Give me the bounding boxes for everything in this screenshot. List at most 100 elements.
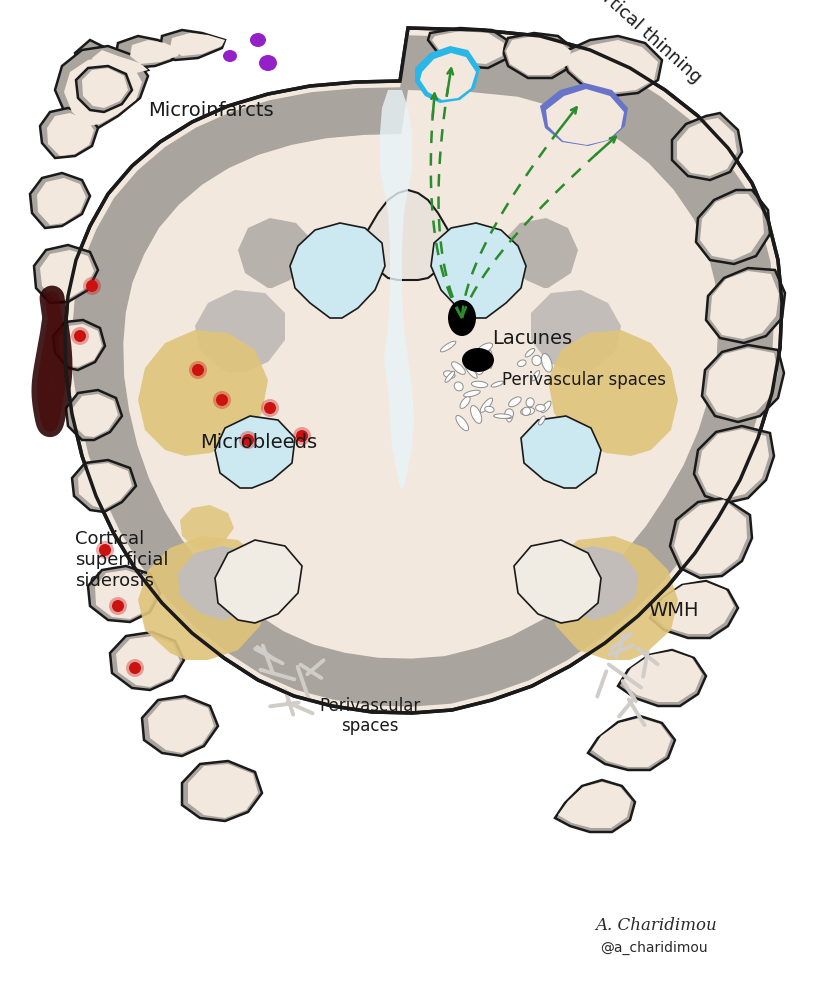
Polygon shape bbox=[88, 566, 160, 622]
Polygon shape bbox=[66, 390, 122, 440]
Polygon shape bbox=[431, 223, 526, 318]
Polygon shape bbox=[358, 190, 458, 280]
Ellipse shape bbox=[250, 33, 266, 47]
Polygon shape bbox=[592, 718, 671, 767]
Circle shape bbox=[99, 544, 111, 556]
Text: A. Charidimou: A. Charidimou bbox=[595, 917, 716, 934]
Text: Cortical thinning: Cortical thinning bbox=[582, 0, 705, 87]
Polygon shape bbox=[555, 780, 635, 832]
Circle shape bbox=[109, 597, 127, 615]
Text: Lacunes: Lacunes bbox=[492, 329, 572, 348]
Ellipse shape bbox=[491, 381, 503, 387]
Ellipse shape bbox=[456, 415, 468, 430]
Polygon shape bbox=[432, 31, 504, 64]
Ellipse shape bbox=[532, 356, 541, 366]
Ellipse shape bbox=[465, 365, 477, 378]
Polygon shape bbox=[503, 33, 575, 78]
Circle shape bbox=[192, 364, 204, 376]
Polygon shape bbox=[514, 540, 601, 623]
Polygon shape bbox=[546, 89, 624, 145]
Polygon shape bbox=[531, 290, 621, 372]
Ellipse shape bbox=[485, 406, 494, 412]
Polygon shape bbox=[72, 35, 774, 707]
Polygon shape bbox=[562, 36, 662, 96]
Polygon shape bbox=[142, 696, 218, 756]
Polygon shape bbox=[40, 250, 94, 300]
Ellipse shape bbox=[494, 414, 512, 418]
Text: Perivascular spaces: Perivascular spaces bbox=[502, 371, 666, 389]
Polygon shape bbox=[188, 764, 258, 818]
Circle shape bbox=[129, 662, 141, 674]
Polygon shape bbox=[72, 394, 118, 437]
Polygon shape bbox=[65, 28, 782, 713]
Text: Cortical
superficial
siderosis: Cortical superficial siderosis bbox=[75, 530, 168, 590]
Circle shape bbox=[264, 402, 276, 414]
Circle shape bbox=[83, 277, 101, 295]
Polygon shape bbox=[95, 570, 156, 619]
Ellipse shape bbox=[463, 390, 481, 397]
Polygon shape bbox=[178, 546, 264, 620]
Polygon shape bbox=[588, 716, 675, 770]
Polygon shape bbox=[565, 40, 658, 93]
Ellipse shape bbox=[477, 343, 493, 354]
Circle shape bbox=[213, 391, 231, 409]
Ellipse shape bbox=[223, 50, 237, 62]
Polygon shape bbox=[694, 426, 774, 503]
Polygon shape bbox=[546, 536, 678, 660]
Text: @a_charidimou: @a_charidimou bbox=[600, 940, 707, 955]
Text: Microinfarcts: Microinfarcts bbox=[148, 101, 273, 120]
Ellipse shape bbox=[441, 341, 456, 352]
Polygon shape bbox=[64, 56, 142, 126]
Ellipse shape bbox=[481, 398, 493, 412]
Circle shape bbox=[242, 434, 254, 446]
Polygon shape bbox=[552, 546, 638, 620]
Polygon shape bbox=[650, 581, 738, 638]
Ellipse shape bbox=[521, 407, 534, 415]
Polygon shape bbox=[710, 271, 779, 339]
Circle shape bbox=[261, 399, 279, 417]
Ellipse shape bbox=[505, 409, 513, 418]
Polygon shape bbox=[698, 429, 769, 499]
Polygon shape bbox=[548, 330, 678, 456]
Polygon shape bbox=[654, 582, 734, 634]
Polygon shape bbox=[674, 500, 747, 574]
Ellipse shape bbox=[259, 55, 277, 71]
Circle shape bbox=[74, 330, 86, 342]
Polygon shape bbox=[115, 36, 180, 68]
Ellipse shape bbox=[444, 371, 455, 378]
Polygon shape bbox=[37, 178, 86, 225]
Ellipse shape bbox=[448, 300, 476, 336]
Ellipse shape bbox=[535, 404, 545, 411]
Polygon shape bbox=[290, 223, 385, 318]
Polygon shape bbox=[677, 118, 737, 176]
Polygon shape bbox=[53, 320, 105, 370]
Polygon shape bbox=[428, 28, 510, 68]
Ellipse shape bbox=[455, 382, 463, 391]
Polygon shape bbox=[540, 83, 628, 146]
Polygon shape bbox=[182, 761, 262, 821]
Polygon shape bbox=[672, 113, 742, 180]
Polygon shape bbox=[415, 46, 480, 103]
Circle shape bbox=[86, 280, 98, 292]
Polygon shape bbox=[170, 33, 225, 56]
Ellipse shape bbox=[445, 371, 455, 382]
Polygon shape bbox=[30, 173, 90, 228]
Circle shape bbox=[239, 431, 257, 449]
Ellipse shape bbox=[462, 348, 494, 372]
Polygon shape bbox=[700, 194, 764, 260]
Polygon shape bbox=[506, 36, 571, 75]
Polygon shape bbox=[123, 90, 718, 658]
Polygon shape bbox=[180, 505, 234, 550]
Polygon shape bbox=[670, 498, 752, 578]
Ellipse shape bbox=[508, 397, 521, 407]
Ellipse shape bbox=[460, 396, 470, 408]
Polygon shape bbox=[92, 50, 148, 78]
Polygon shape bbox=[110, 632, 184, 690]
Ellipse shape bbox=[488, 350, 493, 369]
Circle shape bbox=[296, 430, 308, 442]
Polygon shape bbox=[75, 40, 148, 83]
Polygon shape bbox=[76, 66, 132, 112]
Polygon shape bbox=[34, 245, 98, 303]
Circle shape bbox=[112, 600, 124, 612]
Polygon shape bbox=[622, 651, 702, 702]
